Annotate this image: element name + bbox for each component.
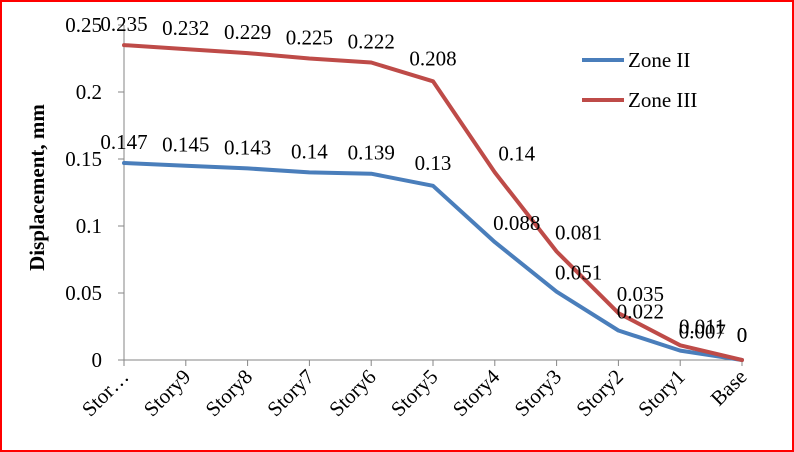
x-tick-label: Story8 [201, 365, 258, 422]
x-tick-label: Story6 [324, 365, 381, 422]
x-tick-label: Base [706, 365, 752, 411]
y-tick-label: 0.25 [65, 13, 102, 37]
legend-label: Zone II [628, 48, 690, 72]
data-label: 0.081 [555, 220, 602, 244]
data-label: 0.007 [679, 320, 726, 344]
x-tick-label: Story9 [139, 365, 196, 422]
data-label: 0 [737, 323, 748, 347]
data-label: 0.14 [498, 141, 535, 165]
x-tick-label: Story2 [571, 365, 628, 422]
x-tick-label: Story7 [262, 365, 319, 422]
data-label: 0.235 [100, 12, 147, 36]
legend: Zone II Zone III [582, 48, 697, 112]
y-tick-label: 0.15 [65, 147, 102, 171]
series-line-zone-iii [122, 43, 744, 362]
data-label: 0.088 [493, 211, 540, 235]
x-ticks: Stor… Story9 Story8 Story7 Story6 Story5 Story… [77, 360, 752, 421]
x-tick-label: Stor… [77, 365, 134, 422]
y-tick-label: 0.2 [76, 80, 102, 104]
y-ticks: 0 0.05 0.1 0.15 0.2 0.25 [65, 13, 124, 372]
y-tick-label: 0.05 [65, 281, 102, 305]
data-label: 0.14 [291, 139, 328, 163]
x-tick-label: Story1 [633, 365, 690, 422]
y-tick-label: 0 [92, 348, 103, 372]
data-label: 0.011 [679, 314, 725, 338]
y-axis-label: Displacement, mm [25, 104, 49, 271]
data-label: 0.147 [100, 130, 147, 154]
data-label: 0.139 [348, 141, 395, 165]
x-tick-label: Story3 [510, 365, 567, 422]
data-label: 0.229 [224, 20, 271, 44]
series-line-zone-ii [122, 161, 744, 362]
y-tick-label: 0.1 [76, 214, 102, 238]
series-lines [122, 43, 744, 362]
data-label: 0.13 [415, 151, 452, 175]
data-label: 0.145 [162, 133, 209, 157]
data-labels: 0.147 0.145 0.143 0.14 0.139 0.13 0.088 0.051 0.… [100, 12, 747, 347]
data-label: 0.232 [162, 16, 209, 40]
legend-label: Zone III [628, 88, 697, 112]
data-label: 0.143 [224, 135, 271, 159]
data-label: 0.208 [409, 46, 456, 70]
data-label: 0.225 [286, 26, 333, 50]
x-tick-label: Story4 [448, 364, 505, 421]
data-label: 0 [737, 323, 748, 347]
data-label: 0.022 [617, 300, 664, 324]
data-label: 0.035 [617, 282, 664, 306]
data-label: 0.051 [555, 261, 602, 285]
x-tick-label: Story5 [386, 365, 443, 422]
data-label: 0.222 [348, 30, 395, 54]
